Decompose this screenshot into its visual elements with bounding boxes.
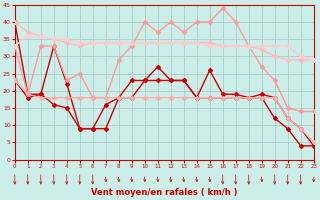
X-axis label: Vent moyen/en rafales ( km/h ): Vent moyen/en rafales ( km/h ) — [91, 188, 237, 197]
